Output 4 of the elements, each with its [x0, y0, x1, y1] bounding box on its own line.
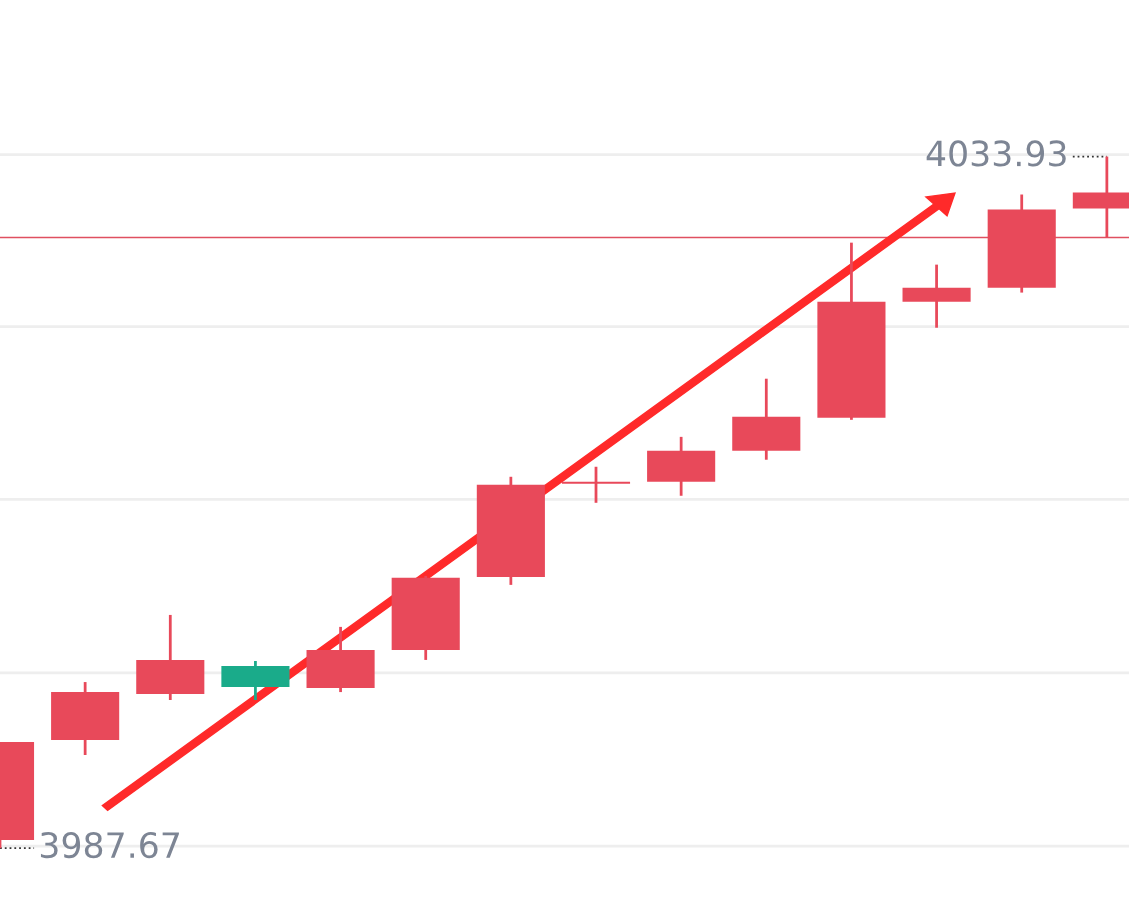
annotation: 4033.93 — [926, 140, 1066, 167]
candlestick — [902, 263, 971, 330]
candlestick — [561, 465, 631, 505]
annotation: 3987.67 — [40, 831, 179, 859]
